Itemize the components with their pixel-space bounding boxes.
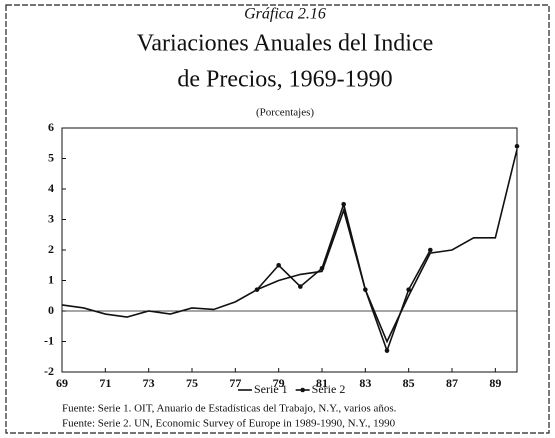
x-tick-label: 85 bbox=[403, 376, 415, 390]
point-marker bbox=[514, 144, 520, 149]
y-tick-label: 2 bbox=[48, 242, 54, 256]
point-marker bbox=[254, 287, 260, 292]
legend-label: Serie 2 bbox=[312, 382, 346, 396]
y-tick-label: 0 bbox=[48, 303, 54, 317]
x-tick-label: 87 bbox=[446, 376, 458, 390]
x-tick-label: 69 bbox=[56, 376, 68, 390]
y-tick-label: -2 bbox=[44, 364, 54, 378]
y-tick-label: 6 bbox=[48, 120, 54, 134]
point-marker bbox=[384, 348, 390, 353]
series-line bbox=[257, 146, 517, 350]
x-tick-label: 71 bbox=[99, 376, 111, 390]
point-marker bbox=[276, 262, 281, 268]
y-tick-label: 5 bbox=[48, 150, 54, 164]
y-tick-label: 3 bbox=[48, 211, 54, 225]
legend-marker bbox=[300, 387, 305, 393]
point-marker bbox=[363, 287, 368, 292]
footnote: Fuente: Serie 2. UN, Economic Survey of … bbox=[62, 418, 396, 430]
y-tick-label: 1 bbox=[48, 272, 54, 286]
unit-note: (Porcentajes) bbox=[256, 107, 314, 119]
x-tick-label: 83 bbox=[359, 376, 371, 390]
x-tick-label: 79 bbox=[273, 376, 285, 390]
point-marker bbox=[319, 266, 325, 271]
point-marker bbox=[341, 201, 346, 207]
x-tick-label: 73 bbox=[143, 376, 155, 390]
point-marker bbox=[298, 284, 303, 289]
point-marker bbox=[406, 287, 411, 292]
x-tick-label: 81 bbox=[316, 376, 328, 390]
x-tick-label: 75 bbox=[186, 376, 198, 390]
footnote: Fuente: Serie 1. OIT, Anuario de Estadís… bbox=[62, 403, 397, 415]
x-tick-label: 89 bbox=[489, 376, 501, 390]
y-tick-label: 4 bbox=[48, 181, 54, 195]
y-tick-label: -1 bbox=[44, 333, 54, 347]
series-line bbox=[61, 149, 518, 344]
chart-subtitle: de Precios, 1969-1990 bbox=[177, 67, 392, 93]
chart-title: Gráfica 2.16 bbox=[244, 6, 326, 23]
frame bbox=[5, 4, 550, 434]
x-tick-label: 77 bbox=[229, 376, 241, 390]
chart-subtitle: Variaciones Anuales del Indice bbox=[137, 31, 434, 57]
legend-label: Serie 1 bbox=[254, 382, 288, 396]
point-marker bbox=[428, 247, 433, 253]
